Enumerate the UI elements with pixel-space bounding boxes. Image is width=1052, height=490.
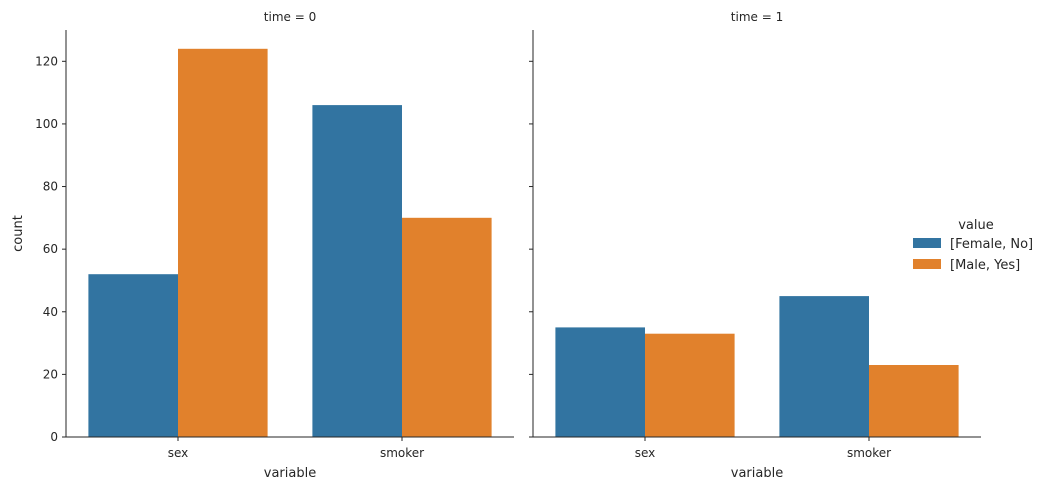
legend-swatch-male-yes bbox=[913, 259, 941, 269]
bar-sex-male-yes bbox=[645, 333, 735, 437]
x-tick-label-sex: sex bbox=[635, 446, 656, 460]
y-tick-label-120: 120 bbox=[35, 54, 58, 68]
bar-smoker-female-no bbox=[312, 105, 402, 437]
y-tick-label-60: 60 bbox=[43, 242, 58, 256]
bar-smoker-female-no bbox=[779, 296, 869, 437]
y-tick-label-40: 40 bbox=[43, 305, 58, 319]
panel-time-0: sex smoker 0 20 40 60 80 100 120 time = 0 variable… bbox=[11, 10, 514, 481]
panel-title: time = 1 bbox=[731, 10, 783, 24]
x-tick-label-smoker: smoker bbox=[847, 446, 891, 460]
bar-sex-female-no bbox=[555, 327, 645, 437]
x-tick-label-smoker: smoker bbox=[380, 446, 424, 460]
legend: value [Female, No] [Male, Yes] bbox=[913, 218, 1033, 273]
y-tick-label-100: 100 bbox=[35, 117, 58, 131]
bar-smoker-male-yes bbox=[869, 365, 959, 437]
x-axis-title: variable bbox=[264, 466, 316, 481]
bar-smoker-male-yes bbox=[402, 217, 492, 437]
bar-sex-female-no bbox=[88, 274, 178, 437]
x-axis-title: variable bbox=[731, 466, 783, 481]
bar-sex-male-yes bbox=[178, 48, 268, 438]
panel-title: time = 0 bbox=[264, 10, 316, 24]
y-tick-label-80: 80 bbox=[43, 180, 58, 194]
legend-label-male-yes: [Male, Yes] bbox=[950, 258, 1020, 273]
panel-time-1: sex smoker time = 1 variable bbox=[529, 10, 981, 481]
y-tick-label-20: 20 bbox=[43, 367, 58, 381]
y-tick-label-0: 0 bbox=[50, 430, 58, 444]
y-axis-title: count bbox=[11, 215, 26, 252]
legend-label-female-no: [Female, No] bbox=[950, 237, 1033, 252]
x-tick-label-sex: sex bbox=[168, 446, 189, 460]
legend-title: value bbox=[958, 218, 994, 233]
legend-swatch-female-no bbox=[913, 238, 941, 248]
